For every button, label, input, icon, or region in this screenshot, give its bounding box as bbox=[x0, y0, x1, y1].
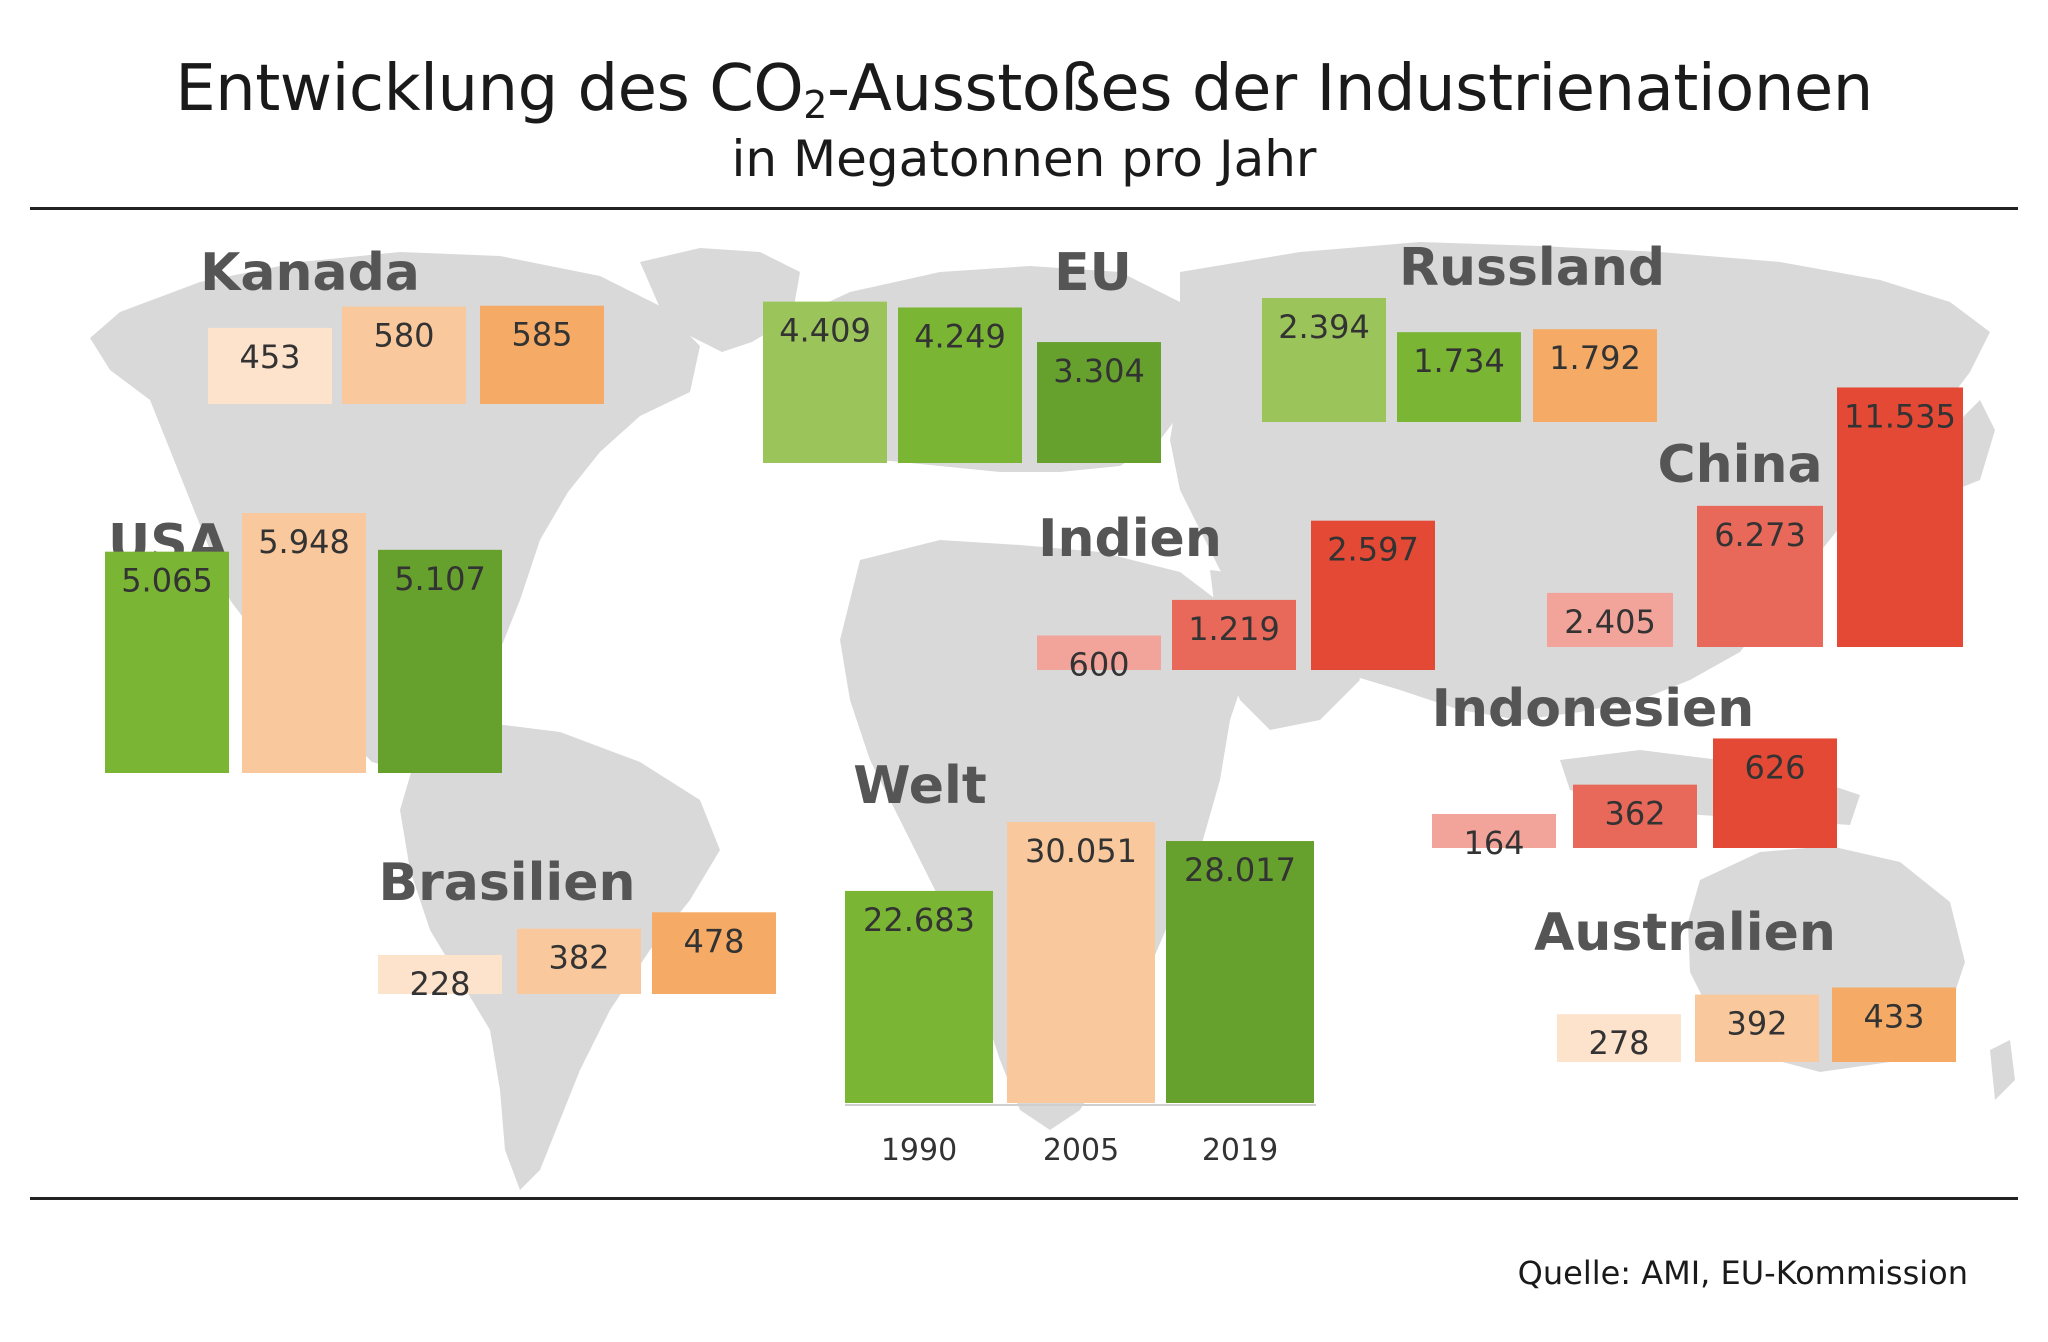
value-label-indonesien-1990: 164 bbox=[1463, 824, 1524, 862]
region-welt: Welt 22.683 30.051 28.017 1990 2005 2019 bbox=[845, 756, 1316, 1168]
title-rest: -Ausstoßes der Industrienationen bbox=[826, 52, 1873, 126]
value-label-welt-2019: 28.017 bbox=[1184, 851, 1296, 889]
bar-china-2019 bbox=[1837, 387, 1963, 647]
region-label-indonesien: Indonesien bbox=[1432, 679, 1755, 739]
value-label-usa-2005: 5.948 bbox=[258, 523, 350, 561]
value-label-russland-2019: 1.792 bbox=[1549, 339, 1641, 377]
region-label-australien: Australien bbox=[1534, 903, 1836, 963]
value-label-indien-2005: 1.219 bbox=[1188, 610, 1280, 648]
region-indien: Indien 600 1.219 2.597 bbox=[1037, 509, 1435, 684]
chart-title: Entwicklung des CO2-Ausstoßes der Indust… bbox=[0, 52, 2048, 127]
region-russland: Russland 2.394 1.734 1.792 bbox=[1262, 238, 1665, 422]
value-label-eu-1990: 4.409 bbox=[779, 312, 871, 350]
bar-eu-1990 bbox=[763, 301, 887, 463]
value-label-china-1990: 2.405 bbox=[1564, 603, 1656, 641]
bar-indonesien-2005 bbox=[1573, 784, 1697, 848]
bar-russland-1990 bbox=[1262, 297, 1386, 422]
value-label-usa-1990: 5.065 bbox=[121, 562, 213, 600]
bar-eu-2005 bbox=[898, 307, 1022, 463]
region-china: China 2.405 6.273 11.535 bbox=[1547, 387, 1963, 647]
region-label-eu: EU bbox=[1054, 243, 1132, 303]
bar-welt-1990 bbox=[845, 890, 993, 1103]
bar-indien-2019 bbox=[1311, 520, 1435, 670]
year-label-2005: 2005 bbox=[1043, 1133, 1119, 1168]
bar-indonesien-1990 bbox=[1432, 814, 1556, 848]
region-australien: Australien 278 392 433 bbox=[1534, 903, 1956, 1062]
value-label-australien-2005: 392 bbox=[1726, 1005, 1787, 1043]
bar-eu-2019 bbox=[1037, 342, 1161, 463]
title-subscript: 2 bbox=[803, 83, 827, 127]
bar-russland-2019 bbox=[1533, 329, 1657, 422]
bar-china-2005 bbox=[1697, 505, 1823, 647]
value-label-china-2005: 6.273 bbox=[1714, 516, 1806, 554]
value-label-eu-2019: 3.304 bbox=[1053, 352, 1145, 390]
year-label-1990: 1990 bbox=[881, 1133, 957, 1168]
value-label-indien-1990: 600 bbox=[1068, 646, 1129, 684]
value-label-welt-1990: 22.683 bbox=[863, 901, 975, 939]
source-note: Quelle: AMI, EU-Kommission bbox=[1517, 1254, 1968, 1292]
bar-brasilien-1990 bbox=[378, 955, 502, 994]
bar-australien-1990 bbox=[1557, 1014, 1681, 1062]
value-label-china-2019: 11.535 bbox=[1844, 397, 1956, 435]
value-label-kanada-1990: 453 bbox=[239, 338, 300, 376]
value-label-eu-2005: 4.249 bbox=[914, 317, 1006, 355]
map-japan bbox=[1955, 400, 1995, 490]
bar-kanada-1990 bbox=[208, 327, 332, 404]
region-label-russland: Russland bbox=[1399, 238, 1665, 298]
value-label-australien-2019: 433 bbox=[1863, 998, 1924, 1036]
bar-china-1990 bbox=[1547, 592, 1673, 647]
bar-kanada-2019 bbox=[480, 305, 604, 404]
value-label-usa-2019: 5.107 bbox=[394, 560, 486, 598]
region-eu: EU 4.409 4.249 3.304 bbox=[763, 243, 1161, 463]
region-kanada: Kanada 453 580 585 bbox=[200, 243, 604, 404]
bar-welt-2019 bbox=[1166, 841, 1314, 1103]
bar-usa-2005 bbox=[242, 513, 366, 773]
region-label-welt: Welt bbox=[853, 756, 986, 816]
chart-subtitle: in Megatonnen pro Jahr bbox=[731, 130, 1317, 188]
region-label-kanada: Kanada bbox=[200, 243, 420, 303]
bar-russland-2005 bbox=[1397, 332, 1521, 422]
bar-brasilien-2005 bbox=[517, 928, 641, 994]
value-label-russland-1990: 2.394 bbox=[1278, 308, 1370, 346]
region-brasilien: Brasilien 228 382 478 bbox=[378, 853, 776, 1003]
bar-indonesien-2019 bbox=[1713, 738, 1837, 848]
bar-usa-2019 bbox=[378, 549, 502, 773]
value-label-kanada-2005: 580 bbox=[373, 317, 434, 355]
bar-kanada-2005 bbox=[342, 306, 466, 404]
value-label-brasilien-1990: 228 bbox=[409, 965, 470, 1003]
value-label-russland-2005: 1.734 bbox=[1413, 342, 1505, 380]
value-label-australien-1990: 278 bbox=[1588, 1024, 1649, 1062]
bar-usa-1990 bbox=[105, 551, 229, 773]
value-label-indonesien-2005: 362 bbox=[1604, 795, 1665, 833]
value-label-brasilien-2005: 382 bbox=[548, 939, 609, 977]
top-divider bbox=[30, 207, 2018, 210]
bar-australien-2019 bbox=[1832, 987, 1956, 1062]
title-main: Entwicklung des CO bbox=[175, 52, 804, 126]
region-label-indien: Indien bbox=[1038, 509, 1222, 569]
region-label-brasilien: Brasilien bbox=[378, 853, 635, 913]
bar-australien-2005 bbox=[1695, 994, 1819, 1062]
value-label-indonesien-2019: 626 bbox=[1744, 748, 1805, 786]
bar-welt-2005 bbox=[1007, 822, 1155, 1103]
year-label-2019: 2019 bbox=[1202, 1133, 1278, 1168]
bar-indien-1990 bbox=[1037, 635, 1161, 670]
value-label-indien-2019: 2.597 bbox=[1327, 531, 1419, 569]
bar-indien-2005 bbox=[1172, 599, 1296, 670]
value-label-kanada-2019: 585 bbox=[511, 316, 572, 354]
region-indonesien: Indonesien 164 362 626 bbox=[1432, 679, 1837, 862]
map-new-zealand bbox=[1990, 1040, 2015, 1100]
region-label-china: China bbox=[1657, 435, 1822, 495]
bar-brasilien-2019 bbox=[652, 912, 776, 994]
value-label-welt-2005: 30.051 bbox=[1025, 832, 1137, 870]
value-label-brasilien-2019: 478 bbox=[683, 922, 744, 960]
bottom-divider bbox=[30, 1197, 2018, 1200]
